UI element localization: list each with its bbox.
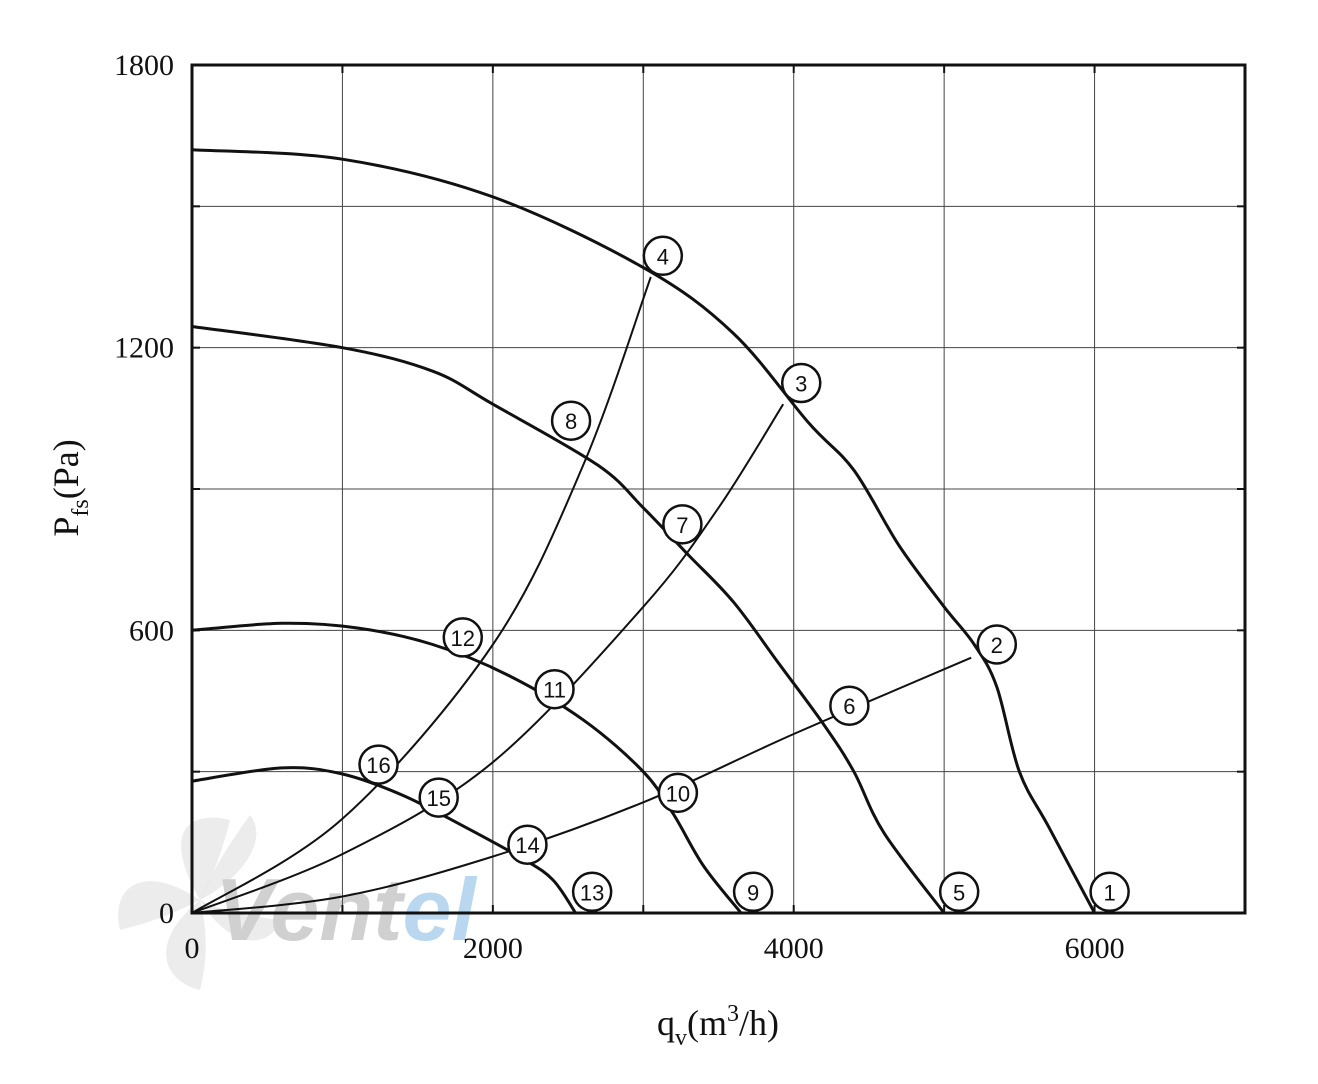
marker-circle: [657, 772, 699, 814]
svg-text:Ventel: Ventel: [215, 860, 477, 959]
marker-circle: [829, 685, 870, 726]
curve-marker-12: 12: [442, 617, 484, 658]
curve-marker-16: 16: [358, 744, 399, 785]
marker-circle: [550, 400, 592, 441]
curve-marker-3: 3: [780, 362, 822, 404]
curve-marker-4: 4: [642, 235, 684, 277]
watermark-text-gray: Vent: [215, 860, 406, 959]
marker-circle: [571, 871, 613, 913]
marker-label: 8: [565, 409, 577, 434]
marker-label: 6: [843, 694, 855, 719]
marker-circle: [1089, 871, 1130, 913]
x-axis-title-tail: /h): [739, 1003, 779, 1043]
x-tick-label: 0: [185, 932, 200, 965]
marker-circle: [418, 777, 459, 818]
y-axis-title: Pfs(Pa): [46, 439, 94, 536]
watermark-text-blue: el: [402, 860, 477, 959]
marker-label: 10: [666, 781, 690, 806]
marker-circle: [507, 824, 548, 865]
marker-label: 3: [795, 372, 807, 397]
x-tick-label: 4000: [764, 932, 824, 965]
marker-label: 1: [1103, 880, 1115, 905]
marker-label: 16: [366, 753, 390, 778]
y-axis-title-sub: fs: [68, 499, 94, 516]
curve-marker-15: 15: [418, 777, 459, 818]
curve-marker-7: 7: [662, 504, 703, 545]
y-axis-title-main: P: [46, 517, 86, 537]
curve-marker-6: 6: [829, 685, 870, 726]
marker-label: 14: [515, 833, 539, 858]
fan-curve-9: [190, 621, 743, 915]
y-tick-label: 600: [129, 614, 174, 647]
marker-label: 2: [991, 633, 1003, 658]
marker-label: 5: [953, 880, 965, 905]
marker-circle: [442, 617, 484, 658]
system-curve-2: [191, 656, 972, 914]
marker-circle: [642, 235, 684, 277]
curve-marker-8: 8: [550, 400, 592, 441]
marker-label: 12: [451, 626, 475, 651]
curve-marker-10: 10: [657, 772, 699, 814]
system-curve-4: [191, 276, 652, 914]
axis-ticks: 0 2000 4000 6000 0 600 1200 1800: [114, 49, 1246, 965]
marker-circle: [976, 624, 1018, 665]
x-tick-label: 6000: [1065, 932, 1125, 965]
x-axis-title-main: q: [657, 1003, 675, 1043]
marker-circle: [780, 362, 822, 404]
system-curve-3: [191, 403, 785, 914]
y-tick-label: 1800: [114, 49, 174, 82]
marker-label: 9: [747, 880, 759, 905]
grid: [191, 64, 1246, 914]
curve-marker-11: 11: [534, 668, 575, 710]
fan-curve-5: [190, 325, 946, 915]
marker-circle: [662, 504, 703, 545]
fan-curve-1: [190, 148, 1097, 915]
x-tick-label: 2000: [463, 932, 523, 965]
x-axis-title-unit: (m: [687, 1003, 727, 1043]
x-axis-title-sub: v: [675, 1025, 687, 1051]
curve-marker-5: 5: [938, 871, 980, 913]
curve-marker-2: 2: [976, 624, 1018, 665]
marker-label: 4: [657, 244, 669, 269]
y-tick-label: 0: [159, 897, 174, 930]
marker-label: 13: [580, 880, 604, 905]
curve-marker-14: 14: [507, 824, 548, 865]
curve-marker-1: 1: [1089, 871, 1130, 913]
marker-label: 15: [426, 786, 450, 811]
x-axis-title: qv(m3/h): [657, 1001, 779, 1051]
marker-label: 7: [676, 513, 688, 538]
marker-circle: [938, 871, 980, 913]
x-axis-title-sup: 3: [727, 1001, 739, 1027]
y-tick-label: 1200: [114, 332, 174, 365]
marker-circle: [732, 871, 774, 913]
curve-marker-9: 9: [732, 871, 774, 913]
marker-circle: [534, 668, 575, 710]
marker-label: 11: [543, 678, 566, 703]
curve-marker-13: 13: [571, 871, 613, 913]
y-axis-title-unit: (Pa): [46, 439, 86, 499]
marker-circle: [358, 744, 399, 785]
